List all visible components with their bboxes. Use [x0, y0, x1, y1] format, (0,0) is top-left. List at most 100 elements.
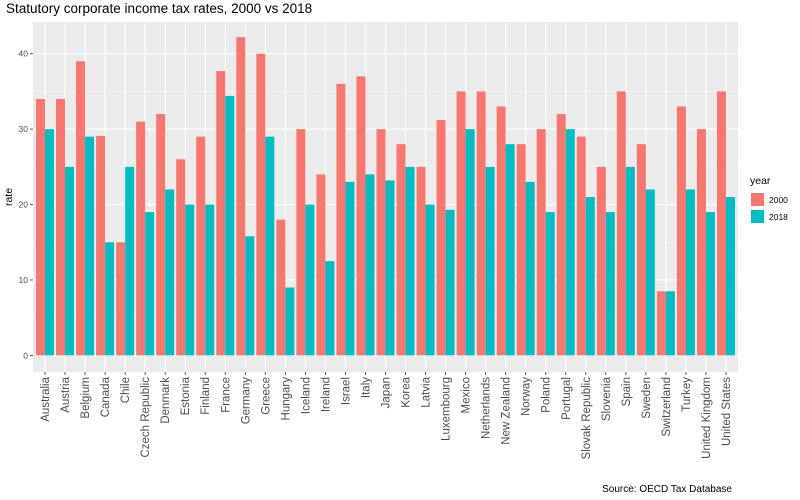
legend-key-2000	[750, 192, 765, 207]
bar-2018-united-states	[725, 197, 735, 356]
bar-2018-slovak-republic	[585, 197, 595, 356]
bar-2018-switzerland	[665, 291, 675, 356]
x-tick-label: Spain	[621, 377, 633, 406]
bar-2018-korea	[405, 166, 415, 356]
x-tick-label: Australia	[40, 376, 52, 421]
bar-2018-new-zealand	[505, 144, 515, 356]
bar-2018-germany	[245, 236, 255, 356]
x-tick-label: Portugal	[561, 377, 573, 420]
bar-2018-spain	[625, 166, 635, 356]
bar-2018-luxembourg	[445, 209, 455, 356]
bar-2000-luxembourg	[436, 120, 446, 356]
bar-2000-finland	[196, 136, 206, 356]
bar-2018-norway	[525, 181, 535, 356]
bar-2000-france	[216, 71, 226, 356]
x-tick-label: Canada	[100, 376, 112, 417]
bar-2018-sweden	[645, 189, 655, 356]
legend-item-2018: 2018	[750, 208, 788, 225]
bar-2000-estonia	[176, 159, 186, 356]
x-tick-label: Korea	[401, 376, 413, 407]
x-tick-label: Norway	[521, 377, 533, 416]
bar-2018-italy	[365, 174, 375, 356]
y-tick-label: 30	[19, 124, 29, 134]
bar-2000-portugal	[556, 114, 566, 356]
bar-2018-netherlands	[485, 166, 495, 356]
bar-2018-hungary	[285, 287, 295, 356]
x-tick-label: France	[220, 377, 232, 413]
bar-2018-japan	[385, 180, 395, 356]
x-tick-label: Japan	[381, 377, 393, 408]
bar-2000-greece	[256, 53, 266, 356]
bar-2000-czech-republic	[136, 121, 146, 356]
x-tick-label: Belgium	[80, 377, 92, 419]
bar-2000-canada	[96, 135, 106, 356]
bar-2018-ireland	[325, 261, 335, 356]
bar-2000-japan	[376, 129, 386, 356]
bar-2000-netherlands	[476, 91, 486, 356]
x-tick-label: Luxembourg	[441, 377, 453, 441]
x-tick-label: Ireland	[320, 377, 332, 412]
x-tick-label: Iceland	[300, 377, 312, 414]
legend-title: year	[750, 175, 771, 187]
bar-2000-italy	[356, 76, 366, 356]
bar-2000-hungary	[276, 219, 286, 356]
bar-2018-canada	[105, 242, 115, 356]
bar-2000-spain	[616, 91, 626, 356]
bar-2018-united-kingdom	[705, 212, 715, 356]
bar-2018-estonia	[185, 204, 195, 356]
legend-label-2000: 2000	[769, 194, 788, 205]
bar-2000-germany	[236, 37, 246, 356]
x-tick-label: New Zealand	[501, 377, 513, 445]
axis-layer: 0 10 20 30 40 Australia Austria Belgium Canada Ch…	[19, 49, 733, 460]
bar-2000-iceland	[296, 129, 306, 356]
x-tick-label: Netherlands	[481, 377, 493, 439]
x-tick-label: United Kingdom	[701, 377, 713, 459]
bar-2018-france	[225, 95, 235, 356]
chart-title: Statutory corporate income tax rates, 20…	[6, 1, 313, 16]
x-tick-label: Finland	[200, 377, 212, 415]
legend-label-2018: 2018	[769, 211, 788, 222]
bar-2000-mexico	[456, 91, 466, 356]
bar-2000-latvia	[416, 166, 426, 356]
bar-2018-slovenia	[605, 212, 615, 356]
bar-2000-poland	[536, 129, 546, 356]
x-tick-label: Mexico	[461, 377, 473, 413]
bar-2000-ireland	[316, 174, 326, 356]
y-tick-label: 10	[19, 275, 29, 285]
x-tick-label: Turkey	[681, 377, 693, 412]
bar-2000-korea	[396, 144, 406, 356]
bar-2018-mexico	[465, 129, 475, 356]
bar-2018-czech-republic	[145, 212, 155, 356]
y-tick-label: 20	[19, 200, 29, 210]
x-tick-label: United States	[721, 377, 733, 446]
x-tick-label: Germany	[240, 377, 252, 425]
legend: year 2000 2018	[750, 175, 788, 225]
x-tick-label: Denmark	[160, 377, 172, 424]
bar-2018-greece	[265, 136, 275, 356]
bar-2000-israel	[336, 83, 346, 356]
x-tick-label: Slovenia	[601, 376, 613, 421]
bar-2000-sweden	[636, 144, 646, 356]
bar-2018-belgium	[85, 136, 95, 356]
bar-2018-finland	[205, 204, 215, 356]
bar-2018-austria	[65, 166, 75, 356]
bar-2018-turkey	[685, 189, 695, 356]
x-tick-label: Switzerland	[661, 377, 673, 436]
bar-2000-australia	[36, 98, 46, 356]
x-tick-label: Austria	[60, 376, 72, 412]
x-tick-label: Slovak Republic	[581, 377, 593, 460]
bar-2000-turkey	[676, 106, 686, 356]
y-axis-title: rate	[3, 188, 15, 206]
bar-2000-norway	[516, 144, 526, 356]
legend-item-2000: 2000	[750, 191, 788, 208]
y-tick-label: 0	[23, 350, 28, 360]
bar-layer	[36, 37, 735, 356]
bar-2018-portugal	[565, 129, 575, 356]
source-caption: Source: OECD Tax Database	[602, 484, 732, 495]
bar-2000-switzerland	[656, 291, 666, 356]
x-tick-label: Chile	[120, 377, 132, 403]
bar-2018-israel	[345, 181, 355, 356]
bar-2018-denmark	[165, 189, 175, 356]
bar-2018-chile	[125, 166, 135, 356]
